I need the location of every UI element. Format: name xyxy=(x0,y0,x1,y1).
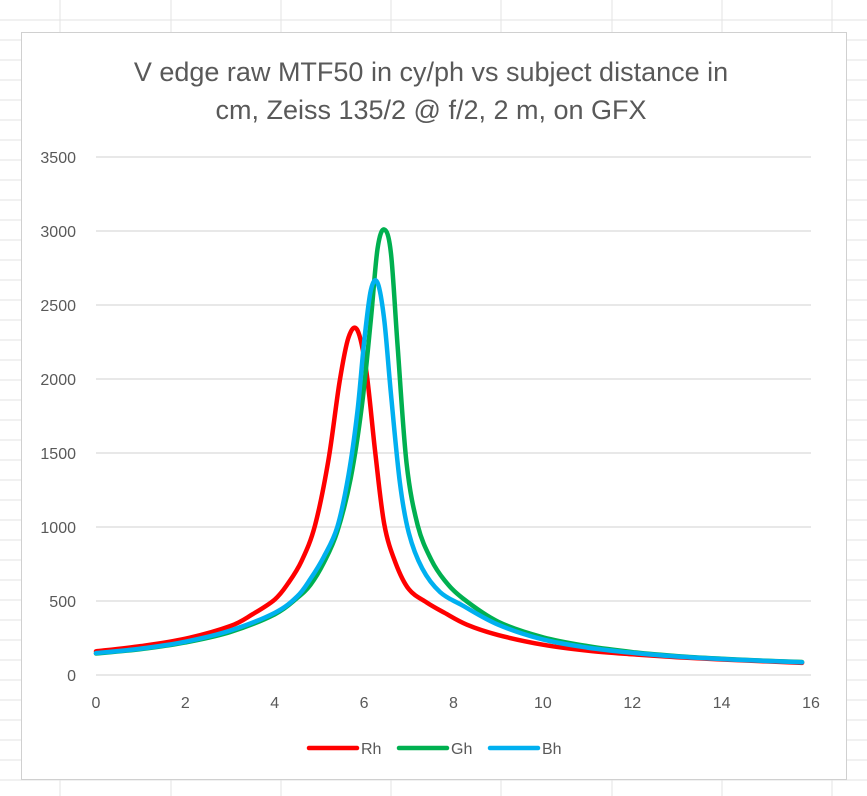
chart-title-line-1: V edge raw MTF50 in cy/ph vs subject dis… xyxy=(134,57,728,87)
x-tick-label: 0 xyxy=(92,695,101,712)
x-tick-label: 8 xyxy=(449,695,458,712)
legend-label-Bh: Bh xyxy=(542,741,562,758)
x-tick-labels: 0 2 4 6 8 10 12 14 16 xyxy=(92,695,820,712)
x-tick-label: 16 xyxy=(802,695,820,712)
y-tick-label: 3000 xyxy=(40,224,76,241)
y-tick-labels: 0 500 1000 1500 2000 2500 3000 3500 xyxy=(40,150,76,685)
chart-area[interactable]: 0 500 1000 1500 2000 2500 3000 3500 0 2 4 6 8 10 12 14… xyxy=(21,32,847,780)
legend-label-Rh: Rh xyxy=(361,741,381,758)
plot-series xyxy=(93,227,805,666)
legend: Rh Gh Bh xyxy=(306,741,562,758)
x-tick-label: 10 xyxy=(534,695,552,712)
x-tick-label: 2 xyxy=(181,695,190,712)
gridlines xyxy=(96,156,811,676)
y-tick-label: 500 xyxy=(49,594,76,611)
y-tick-label: 3500 xyxy=(40,150,76,167)
legend-label-Gh: Gh xyxy=(451,741,472,758)
series-line-Rh xyxy=(93,325,805,666)
x-tick-label: 4 xyxy=(270,695,279,712)
series-line-Bh xyxy=(93,278,805,665)
y-tick-label: 2000 xyxy=(40,372,76,389)
x-tick-label: 12 xyxy=(623,695,641,712)
y-tick-label: 2500 xyxy=(40,298,76,315)
y-tick-label: 1500 xyxy=(40,446,76,463)
x-tick-label: 6 xyxy=(360,695,369,712)
x-tick-label: 14 xyxy=(713,695,731,712)
chart-title-line-2: cm, Zeiss 135/2 @ f/2, 2 m, on GFX xyxy=(215,95,646,125)
chart-svg: 0 500 1000 1500 2000 2500 3000 3500 0 2 4 6 8 10 12 14… xyxy=(40,57,820,758)
y-tick-label: 0 xyxy=(67,668,76,685)
y-tick-label: 1000 xyxy=(40,520,76,537)
